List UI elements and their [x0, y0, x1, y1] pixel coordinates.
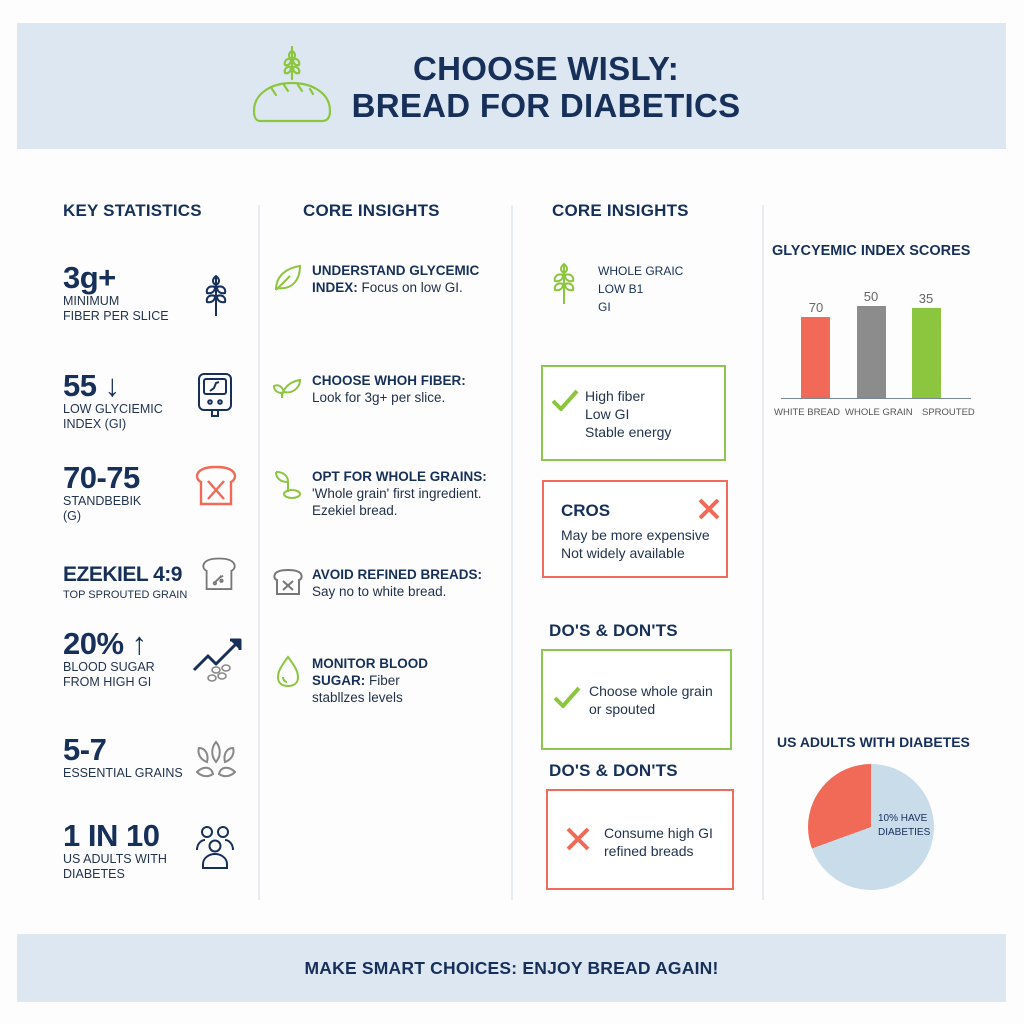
bread-x-icon — [273, 568, 303, 595]
dont-box: Consume high GI refined breads — [546, 789, 734, 890]
column-divider — [762, 205, 764, 900]
whole-grain-summary: WHOLE GRAIC LOW B1 GI — [598, 264, 684, 314]
stat-low-gi: 55 ↓ LOW GLYCIEMIC INDEX (GI) — [63, 368, 163, 432]
footer-banner: MAKE SMART CHOICES: ENJOY BREAD AGAIN! — [17, 934, 1006, 1002]
stat-standard-gi: 70-75 STANDBEBIK (G) — [63, 460, 142, 524]
core-insights-title-2: CORE INSIGHTS — [552, 201, 689, 220]
check-icon — [551, 389, 579, 411]
bar-value: 50 — [863, 289, 879, 304]
seedling-icon — [275, 471, 301, 499]
glucose-meter-icon — [198, 373, 232, 417]
stat-essential-grains: 5-7 ESSENTIAL GRAINS — [63, 732, 183, 781]
trend-up-icon — [192, 638, 242, 682]
title-line-1: CHOOSE WISLY: — [412, 50, 680, 87]
bar-whole-grain — [857, 306, 886, 398]
stat-ezekiel: EZEKIEL 4:9 TOP SPROUTED GRAIN — [63, 563, 188, 601]
key-statistics-title: KEY STATISTICS — [63, 201, 202, 220]
cons-box: CROS May be more expensive Not widely av… — [542, 480, 728, 578]
column-divider — [511, 205, 513, 900]
bar-sprouted — [912, 308, 941, 398]
bar-chart-title: GLYCYEMIC INDEX SCORES — [772, 243, 971, 259]
do-box: Choose whole grain or spouted — [541, 649, 732, 750]
bread-sprout-icon — [202, 557, 236, 590]
bar-value: 70 — [808, 300, 824, 315]
bar-chart-axis — [781, 398, 971, 399]
wheat-icon — [205, 274, 227, 316]
pie-chart-title: US ADULTS WITH DIABETES — [777, 734, 970, 750]
wheat-icon — [553, 262, 575, 304]
core-insights-title: CORE INSIGHTS — [303, 201, 440, 220]
cons-title: CROS — [561, 501, 611, 520]
people-group-icon — [196, 826, 234, 869]
pros-box: High fiber Low GI Stable energy — [541, 365, 726, 461]
bar-category: SPROUTED — [922, 407, 975, 418]
footer-text: MAKE SMART CHOICES: ENJOY BREAD AGAIN! — [304, 958, 719, 978]
column-divider — [258, 205, 260, 900]
sprout-icon — [272, 378, 302, 399]
pie-chart — [808, 764, 934, 890]
bar-category: WHITE BREAD — [774, 407, 840, 418]
check-icon — [553, 686, 581, 708]
leaf-icon — [275, 264, 302, 291]
dos-donts-title: DO'S & DON'TS — [549, 621, 678, 640]
droplet-icon — [276, 655, 300, 687]
bar-white-bread — [801, 317, 830, 398]
dos-donts-title-2: DO'S & DON'TS — [549, 761, 678, 780]
x-icon — [698, 498, 720, 520]
bread-wheat-icon — [252, 45, 332, 123]
stat-fiber: 3g+ MINIMUM FIBER PER SLICE — [63, 260, 169, 324]
title-line-2: BREAD FOR DIABETICS — [351, 87, 741, 124]
stat-us-adults: 1 IN 10 US ADULTS WITH DIABETES — [63, 818, 167, 882]
bread-cross-icon — [195, 465, 237, 506]
bar-value: 35 — [918, 291, 934, 306]
pie-annotation: 10% HAVE DIABETIES — [878, 813, 931, 838]
x-icon — [566, 827, 590, 851]
stat-blood-sugar: 20% ↑ BLOOD SUGAR FROM HIGH GI — [63, 626, 155, 690]
page-title: CHOOSE WISLY: BREAD FOR DIABETICS — [336, 50, 756, 124]
bar-category: WHOLE GRAIN — [845, 407, 913, 418]
header-banner — [17, 23, 1006, 149]
grains-icon — [195, 740, 237, 778]
